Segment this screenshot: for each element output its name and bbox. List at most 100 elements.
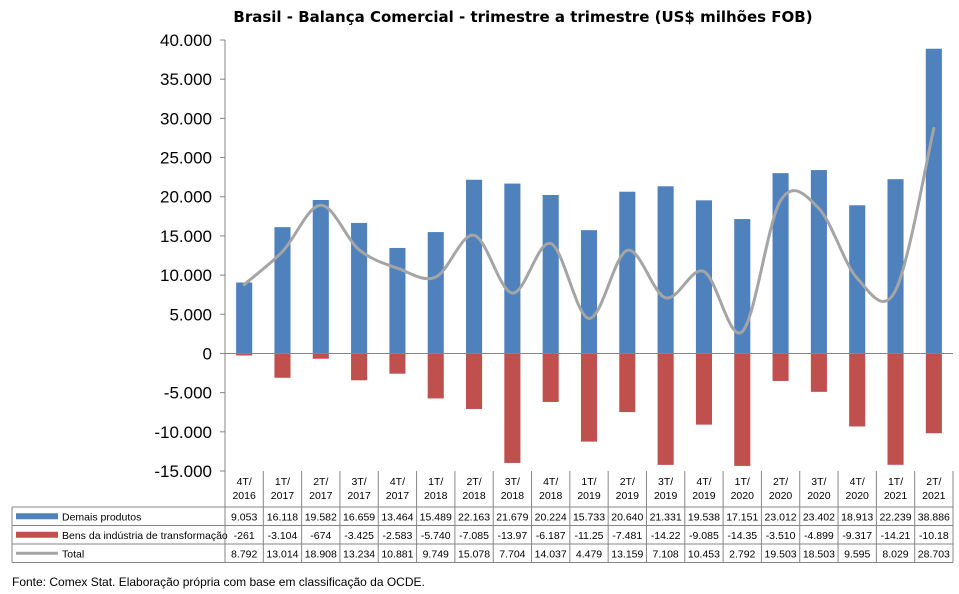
data-table-cell: 9.595 [844,548,870,560]
category-label-quarter: 4T/ [696,476,711,488]
category-label-quarter: 2T/ [926,476,941,488]
data-table-cell: -14.22 [651,530,681,542]
data-table-cell: -7.085 [459,530,489,542]
bens-industria-bar [695,353,712,425]
demais-produtos-bar [695,200,712,354]
data-table-cell: 18.503 [803,548,835,560]
data-table-cell: 10.881 [381,548,413,560]
data-table-cell: 18.908 [305,548,337,560]
bens-industria-bar [542,353,559,402]
data-table-cell: -9.085 [689,530,719,542]
y-tick-label: -5.000 [164,384,212,403]
y-tick-label: 10.000 [160,266,212,285]
data-table-cell: 21.331 [650,511,682,523]
data-table-cell: 15.078 [458,548,490,560]
category-label-year: 2018 [501,490,525,502]
bens-industria-bar [466,353,483,409]
category-label-quarter: 1T/ [888,476,903,488]
bens-industria-bar [504,353,521,463]
category-label-year: 2019 [654,490,678,502]
data-table-cell: 22.163 [458,511,490,523]
data-table-cell: -4.899 [804,530,834,542]
data-table-cell: -10.18 [919,530,949,542]
bens-industria-bar [389,353,406,374]
legend-key-demais-produtos [16,513,58,520]
demais-produtos-bar [466,179,483,354]
chart-title: Brasil - Balança Comercial - trimestre a… [233,8,812,26]
data-table-cell: 21.679 [496,511,528,523]
data-table-cell: 18.913 [841,511,873,523]
category-label-year: 2019 [692,490,716,502]
data-table-cell: -3.510 [766,530,796,542]
bens-industria-bar [772,353,789,381]
bens-industria-bar [849,353,866,427]
category-label-year: 2021 [922,490,946,502]
data-table-cell: 23.402 [803,511,835,523]
category-label-quarter: 1T/ [428,476,443,488]
demais-produtos-bar [772,173,789,354]
demais-produtos-bar [236,282,253,354]
data-table-cell: 22.239 [879,511,911,523]
category-label-year: 2017 [347,490,371,502]
bens-industria-bar [734,353,751,466]
bens-industria-bar [274,353,291,378]
source-note: Fonte: Comex Stat. Elaboração própria co… [12,575,425,589]
category-label-year: 2021 [884,490,908,502]
category-label-year: 2017 [271,490,295,502]
bens-industria-bar [810,353,827,392]
data-table-cell: 19.582 [305,511,337,523]
data-table-cell: 7.108 [652,548,678,560]
category-label-quarter: 2T/ [466,476,481,488]
bens-industria-bar [619,353,636,413]
category-label-quarter: 1T/ [275,476,290,488]
demais-produtos-bar [542,194,559,354]
category-label-quarter: 2T/ [773,476,788,488]
data-table-cell: -3.104 [268,530,298,542]
y-tick-label: 30.000 [160,109,212,128]
data-table-cell: 28.703 [918,548,950,560]
data-table-cell: 15.489 [420,511,452,523]
data-table: 4T/2016 1T/2017 2T/2017 3T/2017 4T/2017 1T/20… [11,471,954,563]
legend-label: Total [62,548,84,560]
data-table-cell: -674 [310,530,331,542]
total-line [242,127,936,335]
data-table-cell: 16.118 [267,511,298,523]
category-label-year: 2018 [539,490,563,502]
demais-produtos-bar [810,170,827,354]
data-table-cell: 15.733 [573,511,605,523]
category-label-quarter: 1T/ [581,476,596,488]
data-table-cell: 4.479 [576,548,602,560]
data-table-cell: 19.503 [765,548,797,560]
category-label-year: 2020 [846,490,870,502]
data-table-cell: -7.481 [612,530,642,542]
category-label-quarter: 3T/ [505,476,520,488]
bens-industria-bar [887,353,904,465]
category-label-year: 2020 [731,490,755,502]
y-tick-label: 25.000 [160,149,212,168]
y-tick-label: 5.000 [169,305,212,324]
data-table-cell: -2.583 [383,530,413,542]
category-label-quarter: 4T/ [543,476,558,488]
category-label-quarter: 4T/ [850,476,865,488]
category-label-quarter: 4T/ [390,476,405,488]
data-table-cell: 8.792 [231,548,257,560]
data-table-cell: -6.187 [536,530,566,542]
data-table-cell: 13.159 [611,548,643,560]
category-label-year: 2019 [577,490,601,502]
data-table-cell: 9.749 [423,548,449,560]
category-label-quarter: 4T/ [237,476,252,488]
data-table-cell: 16.659 [343,511,375,523]
y-tick-label: -10.000 [154,423,212,442]
demais-produtos-bar [734,219,751,354]
y-tick-label: 40.000 [160,31,212,50]
data-table-cell: 17.151 [726,511,758,523]
category-label-year: 2019 [616,490,640,502]
data-table-cell: -261 [234,530,255,542]
category-label-quarter: 2T/ [313,476,328,488]
data-table-cell: -14.35 [727,530,757,542]
data-table-cell: -9.317 [842,530,872,542]
bens-industria-bar [312,353,329,359]
bens-industria-bar [580,353,598,442]
category-label-year: 2020 [769,490,793,502]
